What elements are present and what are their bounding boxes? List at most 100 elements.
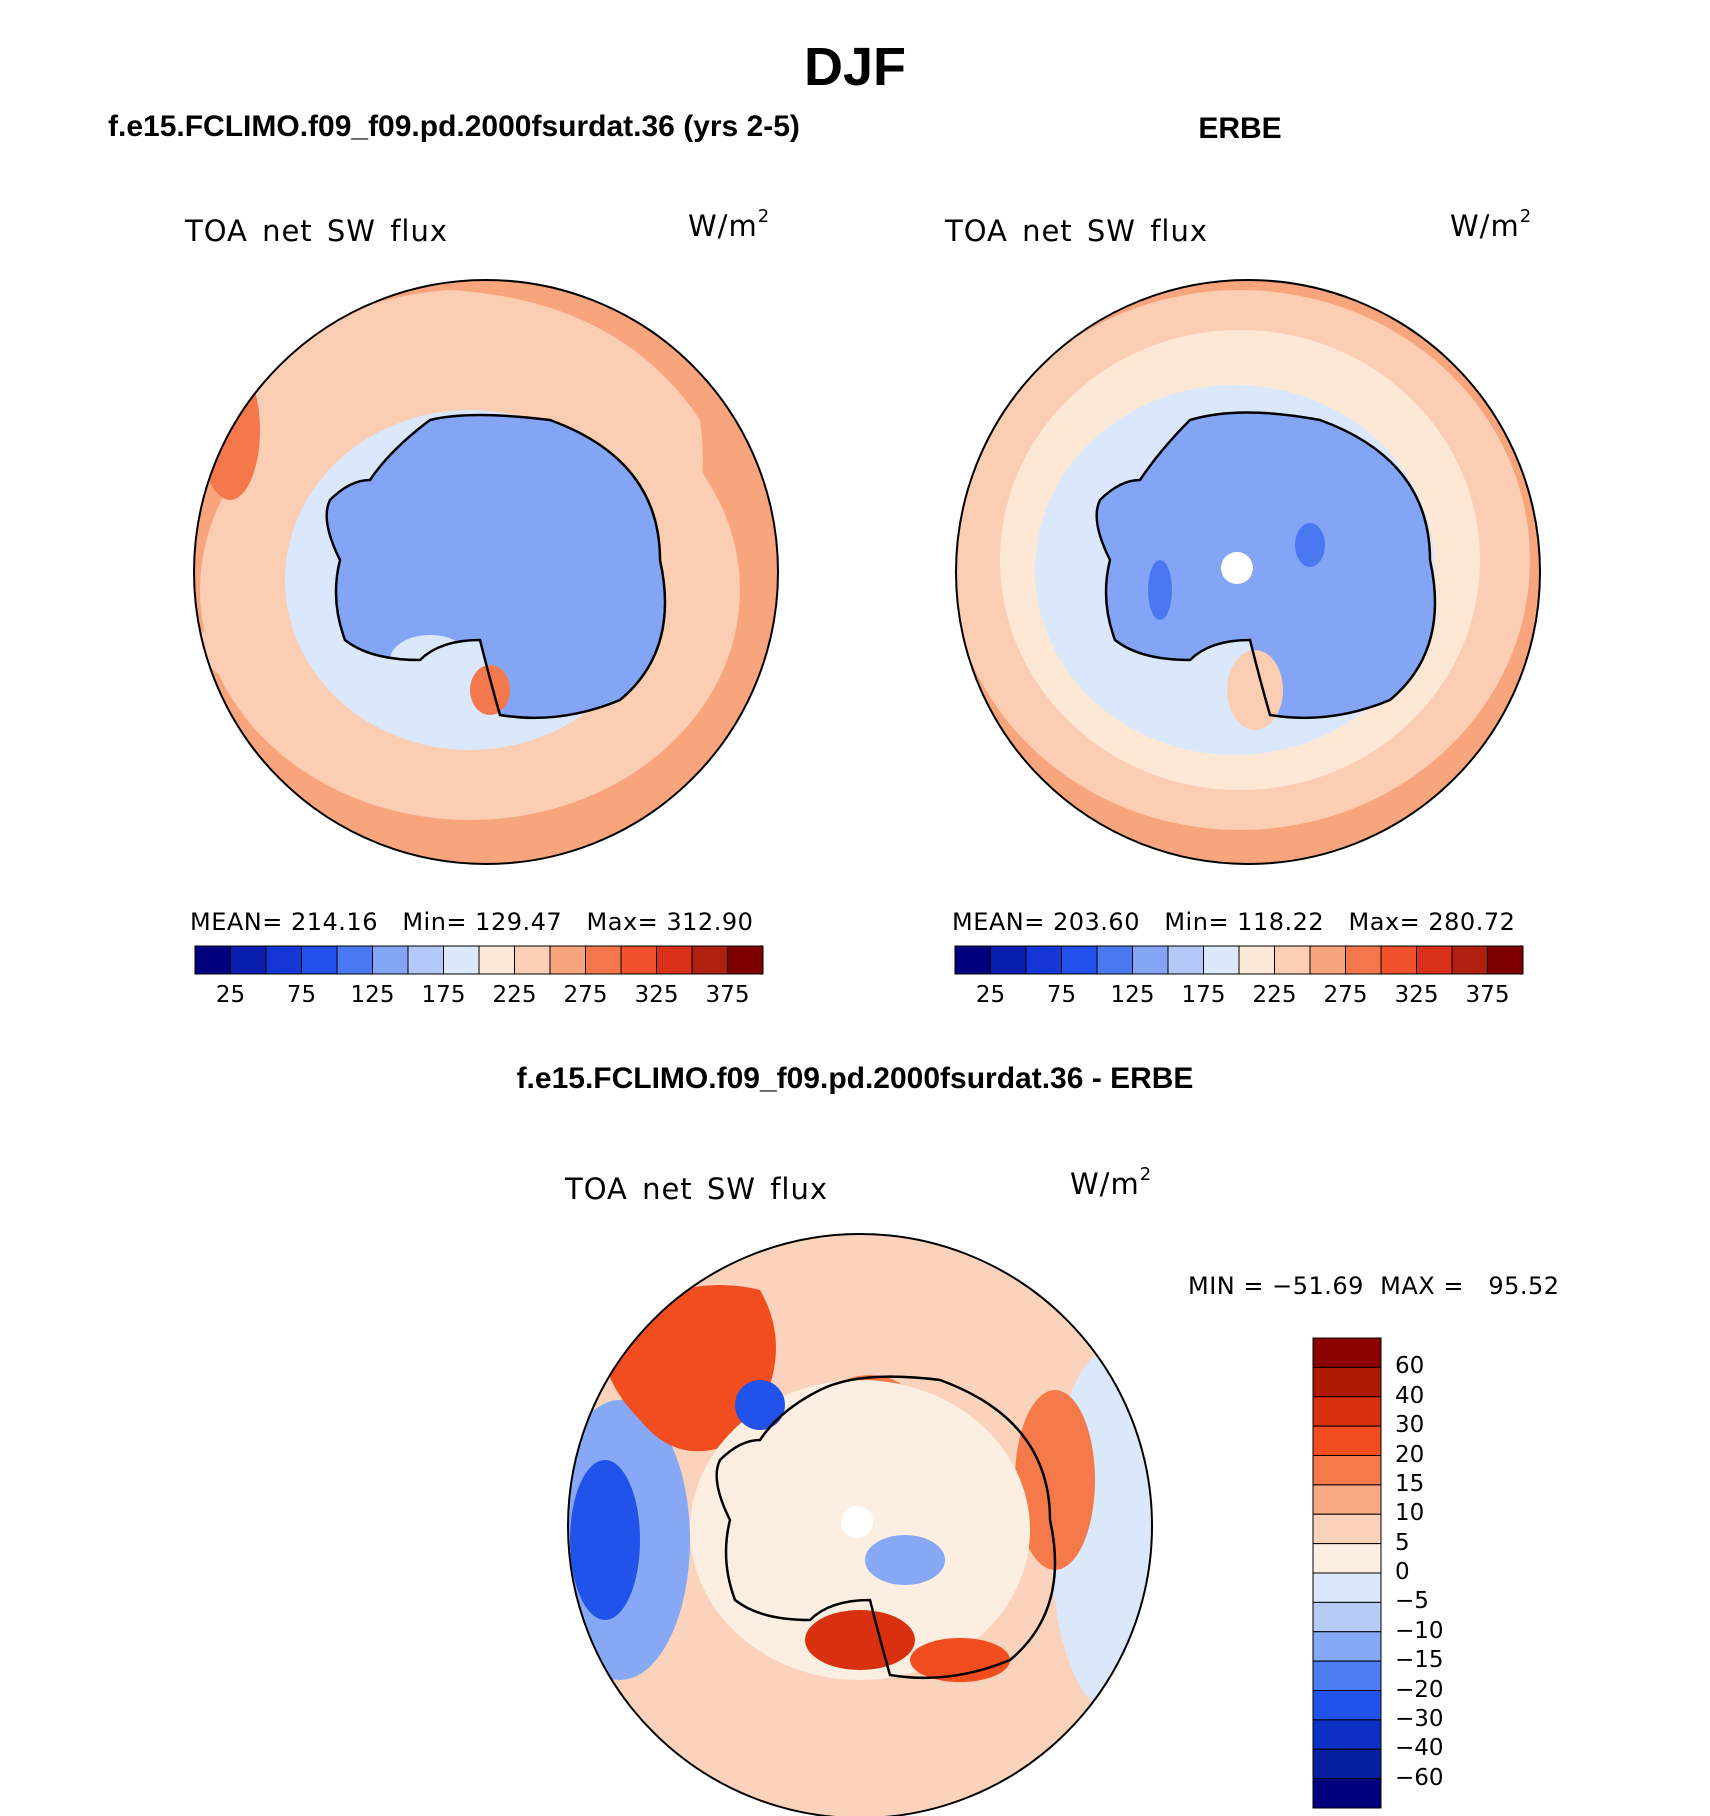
diff-colorbar-box bbox=[1312, 1631, 1382, 1662]
obs-colorbar-tick-label: 125 bbox=[1110, 982, 1155, 1008]
obs-pole-hole bbox=[1221, 552, 1253, 584]
obs-units-base: W/m bbox=[1450, 209, 1520, 243]
obs-colorbar-tick-label: 325 bbox=[1394, 982, 1439, 1008]
obs-stats: MEAN= 203.60 Min= 118.22 Max= 280.72 bbox=[952, 908, 1516, 936]
model-colorbar-box bbox=[407, 945, 444, 975]
obs-map-border bbox=[955, 279, 1541, 865]
model-colorbar-tick-label: 175 bbox=[421, 982, 466, 1008]
diff-colorbar-tick-label: 5 bbox=[1395, 1529, 1410, 1556]
model-colorbar-tick-label: 375 bbox=[705, 982, 750, 1008]
model-colorbar-box bbox=[585, 945, 622, 975]
model-field-patch-ross bbox=[470, 665, 510, 715]
obs-colorbar-box bbox=[954, 945, 991, 975]
diff-stats: MIN = −51.69 MAX = 95.52 bbox=[1188, 1272, 1560, 1300]
model-colorbar bbox=[194, 945, 764, 975]
diff-colorbar-box bbox=[1312, 1719, 1382, 1750]
diff-colorbar-tick-label: −30 bbox=[1395, 1705, 1444, 1732]
model-colorbar-box bbox=[478, 945, 515, 975]
model-colorbar-box bbox=[443, 945, 480, 975]
obs-colorbar-box bbox=[1309, 945, 1346, 975]
diff-colorbar-tick-label: 60 bbox=[1395, 1353, 1425, 1380]
diff-colorbar-tick-label: 30 bbox=[1395, 1412, 1425, 1439]
model-field-patch-shelf bbox=[390, 635, 470, 685]
model-units-label: W/m2 bbox=[688, 206, 770, 243]
model-colorbar-box bbox=[301, 945, 338, 975]
diff-field-red-east bbox=[1015, 1390, 1095, 1570]
diff-units-label: W/m2 bbox=[1070, 1164, 1152, 1201]
model-colorbar-tick-label: 275 bbox=[563, 982, 608, 1008]
diff-colorbar-box bbox=[1312, 1543, 1382, 1574]
diff-map-border bbox=[567, 1233, 1153, 1816]
diff-colorbar-tick-label: −60 bbox=[1395, 1764, 1444, 1791]
obs-colorbar bbox=[954, 945, 1524, 975]
model-units-base: W/m bbox=[688, 209, 758, 243]
diff-colorbar-box bbox=[1312, 1366, 1382, 1398]
obs-coastline bbox=[1095, 411, 1437, 720]
obs-colorbar-tick-label: 225 bbox=[1252, 982, 1297, 1008]
obs-colorbar-box bbox=[1238, 945, 1275, 975]
diff-coastline bbox=[715, 1375, 1057, 1680]
diff-colorbar-box bbox=[1312, 1778, 1382, 1809]
diff-colorbar-box bbox=[1312, 1572, 1382, 1603]
obs-colorbar-tick-label: 75 bbox=[1046, 982, 1077, 1008]
obs-variable-label: TOA net SW flux bbox=[945, 214, 1209, 248]
diff-units-exp: 2 bbox=[1139, 1164, 1153, 1185]
obs-colorbar-tick-label: 275 bbox=[1323, 982, 1368, 1008]
diff-variable-label: TOA net SW flux bbox=[565, 1172, 829, 1206]
obs-colorbar-tick-label: 375 bbox=[1465, 982, 1510, 1008]
model-map bbox=[193, 279, 779, 865]
obs-units-label: W/m2 bbox=[1450, 206, 1532, 243]
diff-colorbar-tick-label: −15 bbox=[1395, 1647, 1444, 1674]
diff-colorbar-tick-label: −20 bbox=[1395, 1676, 1444, 1703]
diff-field-red-se bbox=[910, 1638, 1010, 1682]
model-coastline bbox=[325, 413, 667, 720]
diff-colorbar-box bbox=[1312, 1690, 1382, 1721]
diff-colorbar-box bbox=[1312, 1455, 1382, 1486]
model-colorbar-box bbox=[514, 945, 551, 975]
obs-colorbar-box bbox=[1451, 945, 1488, 975]
model-colorbar-box bbox=[336, 945, 373, 975]
obs-colorbar-box bbox=[1096, 945, 1133, 975]
diff-colorbar-box bbox=[1312, 1337, 1382, 1368]
diff-colorbar-box bbox=[1312, 1484, 1382, 1515]
diff-colorbar-tick-label: −10 bbox=[1395, 1617, 1444, 1644]
model-colorbar-box bbox=[656, 945, 693, 975]
obs-colorbar-box bbox=[1203, 945, 1240, 975]
model-colorbar-tick-label: 225 bbox=[492, 982, 537, 1008]
diff-colorbar-tick-label: 15 bbox=[1395, 1470, 1425, 1497]
diff-units-base: W/m bbox=[1070, 1167, 1140, 1201]
diff-colorbar-box bbox=[1312, 1425, 1382, 1456]
model-colorbar-box bbox=[691, 945, 728, 975]
obs-colorbar-box bbox=[1380, 945, 1417, 975]
obs-colorbar-box bbox=[1274, 945, 1311, 975]
diff-colorbar-box bbox=[1312, 1660, 1382, 1691]
obs-colorbar-tick-label: 175 bbox=[1181, 982, 1226, 1008]
obs-colorbar-box bbox=[1416, 945, 1453, 975]
diff-colorbar-tick-label: −40 bbox=[1395, 1735, 1444, 1762]
diff-colorbar-box bbox=[1312, 1396, 1382, 1427]
obs-colorbar-tick-label: 25 bbox=[975, 982, 1006, 1008]
diff-colorbar bbox=[1312, 1337, 1382, 1809]
diff-field-blue-pocket bbox=[735, 1380, 785, 1430]
model-colorbar-box bbox=[230, 945, 267, 975]
diff-panel-title: f.e15.FCLIMO.f09_f09.pd.2000fsurdat.36 -… bbox=[516, 1062, 1194, 1095]
diff-colorbar-tick-label: 40 bbox=[1395, 1382, 1425, 1409]
diff-colorbar-tick-label: 0 bbox=[1395, 1559, 1410, 1585]
model-colorbar-tick-label: 325 bbox=[634, 982, 679, 1008]
model-colorbar-box bbox=[194, 945, 231, 975]
obs-colorbar-box bbox=[1345, 945, 1382, 975]
model-map-border bbox=[193, 279, 779, 865]
obs-panel-title: ERBE bbox=[1198, 112, 1282, 145]
obs-colorbar-box bbox=[1132, 945, 1169, 975]
diff-colorbar-tick-label: 20 bbox=[1395, 1441, 1425, 1468]
obs-colorbar-box bbox=[1167, 945, 1204, 975]
model-units-exp: 2 bbox=[757, 206, 771, 227]
obs-map bbox=[955, 279, 1541, 865]
diff-map bbox=[567, 1233, 1153, 1816]
diff-field-red-ross bbox=[805, 1610, 915, 1670]
obs-units-exp: 2 bbox=[1519, 206, 1533, 227]
model-stats: MEAN= 214.16 Min= 129.47 Max= 312.90 bbox=[190, 908, 754, 936]
diff-colorbar-box bbox=[1312, 1513, 1382, 1545]
model-panel-title: f.e15.FCLIMO.f09_f09.pd.2000fsurdat.36 (… bbox=[108, 110, 800, 143]
